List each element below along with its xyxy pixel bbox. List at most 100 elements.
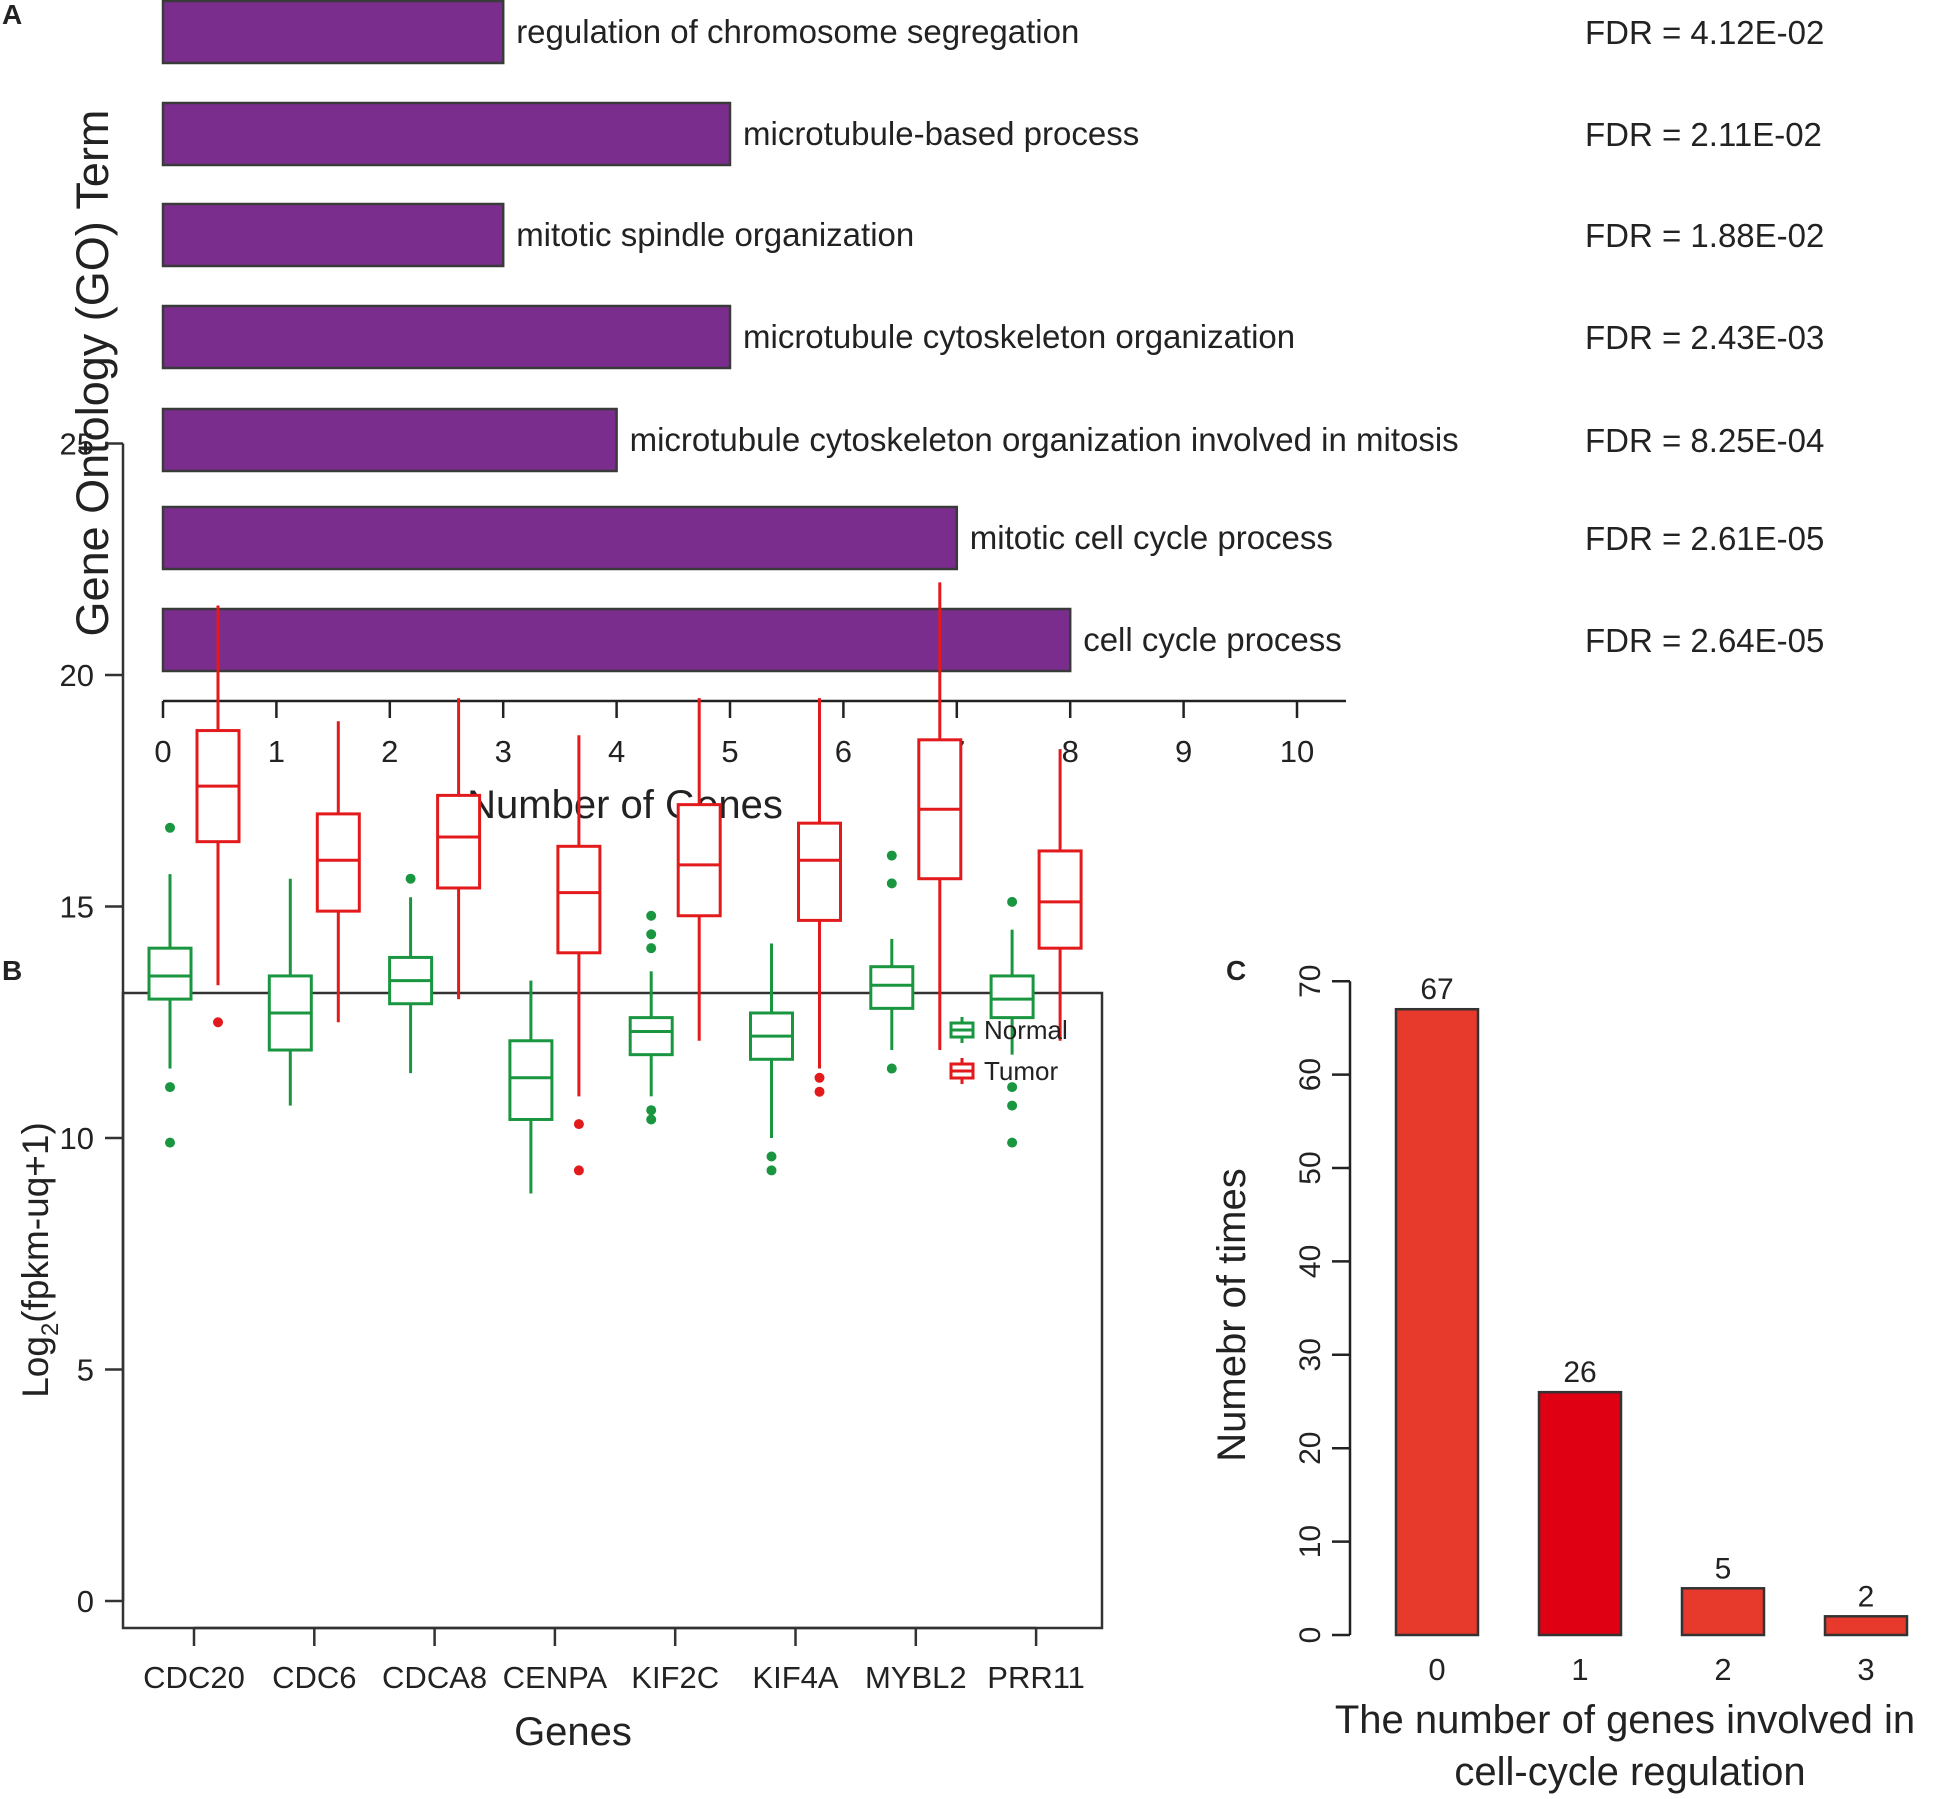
b-x-axis-title: Genes [514,1710,632,1754]
a-bar-label: regulation of chromosome segregation [516,13,1079,50]
b-x-tick-label: CENPA [503,1660,608,1695]
b-y-tick-label: 10 [60,1121,94,1156]
c-bar [1823,1615,1909,1637]
b-x-tick-label: CDC20 [143,1660,245,1695]
b-y-tick-label: 5 [77,1353,94,1388]
b-box [989,974,1035,1020]
panel-c-bar-chart: 0 10 20 30 40 50 60 70 67 0 26 1 5 2 2 3 Numebr of tim… [1210,965,1915,1794]
b-outlier [213,1017,223,1028]
b-outlier [886,850,897,861]
b-box [676,803,722,918]
c-x-axis-title-line1: The number of genes involved in [1335,1698,1915,1742]
b-outlier [886,878,897,889]
panel-a-go-bar-chart: regulation of chromosome segregation FDR … [67,0,1824,827]
b-y-tick-label: 0 [77,1584,94,1619]
a-fdr-label: FDR = 2.64E-05 [1585,622,1824,659]
a-x-tick-label: 0 [154,734,171,769]
panel-b-letter: B [2,955,22,986]
b-x-tick-label: CDC6 [272,1660,356,1695]
b-outlier [165,1082,175,1093]
b-box [628,1016,674,1057]
c-data-label: 5 [1715,1552,1732,1585]
a-fdr-label: FDR = 4.12E-02 [1585,14,1824,51]
b-y-tick-label: 20 [60,658,94,693]
b-x-axis-group: CDC20 CDC6 CDCA8 CENPA KIF2C KIF4A MYBL2 PRR11 [143,1626,1085,1695]
a-x-tick-label: 8 [1062,734,1079,769]
b-outlier [573,1119,584,1130]
panel-a-letter: A [2,0,22,30]
c-y-tick-label: 40 [1294,1245,1327,1278]
c-x-tick-label: 0 [1428,1652,1445,1687]
c-y-tick-label: 50 [1294,1151,1327,1184]
a-x-tick-label: 4 [608,734,625,769]
c-y-tick-label: 30 [1294,1338,1327,1371]
b-outlier [1007,896,1018,907]
a-bar [161,202,505,268]
a-x-tick-label: 2 [381,734,398,769]
a-x-axis-title: Number of Genes [467,783,783,827]
a-fdr-label: FDR = 1.88E-02 [1585,217,1824,254]
a-fdr-label: FDR = 2.43E-03 [1585,319,1824,356]
c-y-tick-label: 70 [1294,965,1327,998]
b-outlier [646,910,657,921]
b-box [508,1039,554,1121]
a-x-tick-label: 10 [1280,734,1314,769]
c-x-axis-title-line2: cell-cycle regulation [1454,1750,1805,1794]
a-y-axis-title: Gene Ontology (GO) Term [67,110,118,637]
a-x-ticks-group: 012345678910 [154,701,1314,769]
b-box [1037,849,1083,950]
b-box [436,793,482,890]
b-outlier [1007,1100,1018,1111]
b-outlier [1007,1082,1018,1093]
a-x-tick-label: 1 [268,734,285,769]
a-bar-label: mitotic spindle organization [516,216,914,253]
c-data-label: 26 [1563,1356,1596,1389]
b-y-tick-label: 25 [60,427,94,462]
b-outlier [573,1165,584,1176]
b-plot-frame [121,991,1104,1630]
b-outlier [1007,1137,1018,1148]
c-bar [1537,1390,1623,1637]
b-outlier [814,1086,825,1097]
a-fdr-label: FDR = 8.25E-04 [1585,422,1824,459]
b-box [556,844,602,955]
a-bar [161,505,959,571]
c-y-axis-group: 0 10 20 30 40 50 60 70 [1294,965,1352,1644]
b-outlier [165,1137,175,1148]
b-outlier [405,873,416,884]
c-x-tick-label: 1 [1571,1652,1588,1687]
c-x-tick-label: 2 [1714,1652,1731,1687]
b-outlier [646,929,657,940]
c-data-label: 2 [1858,1580,1875,1613]
b-outlier [646,943,657,954]
b-y-tick-label: 15 [60,890,94,925]
b-box [315,812,361,913]
b-x-tick-label: MYBL2 [865,1660,967,1695]
c-y-tick-label: 20 [1294,1432,1327,1465]
a-x-tick-label: 9 [1175,734,1192,769]
a-bar [161,607,1072,673]
b-y-axis-title-subscript: 2 [37,1323,64,1336]
b-y-axis-title-rest: (fpkm-uq+1) [15,1122,56,1322]
b-y-axis-title-main: Log [15,1336,56,1398]
b-x-tick-label: CDCA8 [382,1660,487,1695]
a-bar [161,0,505,65]
c-bar [1680,1587,1766,1637]
b-x-tick-label: KIF4A [752,1660,838,1695]
a-bars-group: regulation of chromosome segregation FDR … [161,0,1824,673]
b-outlier [646,1105,657,1116]
b-outlier [766,1165,777,1176]
b-outlier [766,1151,777,1162]
a-bar [161,304,732,370]
b-outlier [646,1114,657,1125]
a-x-tick-label: 5 [721,734,738,769]
c-y-tick-label: 10 [1294,1525,1327,1558]
a-bar-label: microtubule cytoskeleton organization [743,318,1295,355]
b-outlier [886,1063,897,1074]
c-bar [1394,1007,1480,1637]
c-y-tick-label: 0 [1294,1627,1327,1644]
b-y-axis-title: Log2(fpkm-uq+1) [15,1122,64,1398]
b-x-tick-label: KIF2C [631,1660,719,1695]
